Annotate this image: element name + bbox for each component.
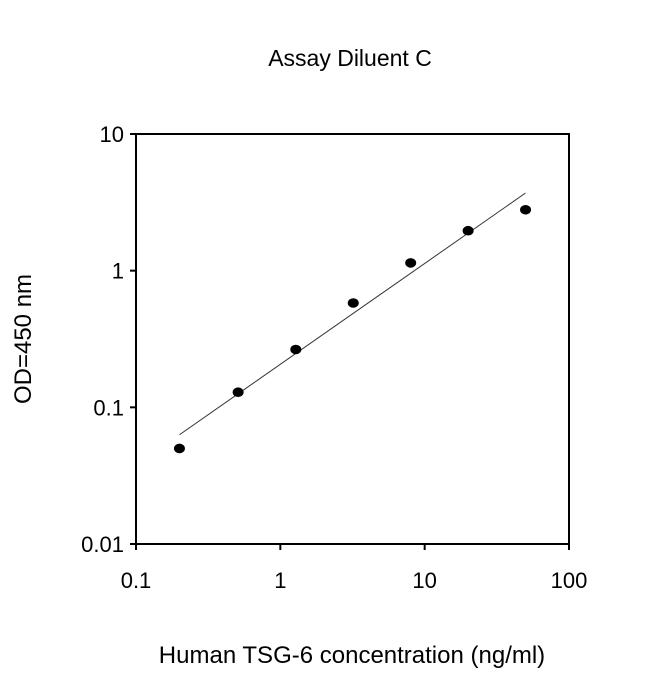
y-tick-label: 0.01	[81, 532, 124, 557]
x-tick-label: 100	[551, 568, 588, 593]
x-tick-label: 1	[274, 568, 286, 593]
chart-title: Assay Diluent C	[268, 45, 432, 71]
fit-line	[179, 192, 526, 436]
data-point	[232, 387, 244, 398]
x-axis-label: Human TSG-6 concentration (ng/ml)	[159, 642, 545, 669]
y-tick-label: 1	[112, 259, 124, 284]
x-tick-label: 10	[412, 568, 436, 593]
data-point	[290, 344, 302, 355]
data-point	[520, 204, 532, 215]
x-tick-label: 0.1	[121, 568, 152, 593]
y-axis-label: OD=450 nm	[10, 274, 37, 404]
data-point	[173, 443, 185, 454]
data-point	[462, 225, 474, 236]
y-tick-label: 0.1	[93, 395, 124, 420]
data-point	[405, 258, 417, 268]
data-point	[347, 298, 359, 308]
plot-frame	[135, 133, 570, 545]
y-tick-label: 10	[100, 122, 124, 147]
